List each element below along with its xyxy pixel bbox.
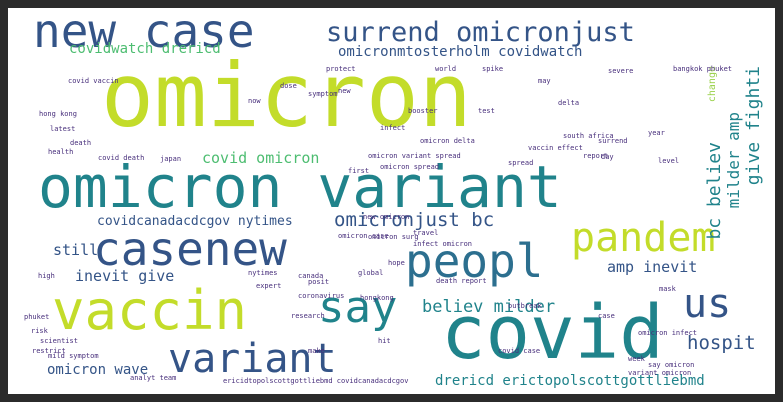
word-small: make: [308, 347, 325, 355]
word-small: phuket: [24, 313, 50, 321]
word-small: scientist: [40, 337, 78, 345]
word-small: may: [538, 77, 551, 85]
word-small: south africa: [563, 132, 614, 140]
word-small: first: [348, 167, 370, 175]
word-us: us: [683, 281, 732, 327]
word-small: booster: [408, 107, 438, 115]
word-small: omicron delta: [420, 137, 475, 145]
word-small: infect omicron: [413, 240, 473, 248]
word-covidcanadacdcgov-nytimes: covidcanadacdcgov nytimes: [97, 214, 293, 229]
word-small: high: [38, 272, 55, 280]
word-small: severe: [608, 67, 634, 75]
word-covid: covid: [441, 290, 664, 376]
word-small: dose: [280, 82, 297, 90]
word-milder-amp: milder amp: [724, 112, 743, 209]
word-small: infect: [380, 124, 406, 132]
word-small: omicron spread: [380, 163, 440, 171]
word-small: death: [70, 139, 92, 147]
word-small: spike: [482, 65, 504, 73]
word-small: vaccin effect: [528, 144, 583, 152]
word-small: coronavirus: [298, 292, 345, 300]
word-small: death report: [436, 277, 487, 285]
word-say: say: [318, 282, 398, 333]
word-amp-inevit: amp inevit: [607, 258, 698, 276]
word-small: nytimes: [248, 269, 278, 277]
word-small: year: [648, 129, 665, 137]
word-small: day: [601, 153, 614, 161]
word-small: spread: [508, 159, 534, 167]
word-small: variant omicron: [628, 369, 692, 377]
word-small: say omicron: [648, 361, 695, 369]
word-peopl: peopl: [405, 234, 544, 288]
word-omicron: omicron: [101, 44, 472, 147]
word-small: latest: [50, 125, 76, 133]
word-small: symptom: [308, 90, 338, 98]
word-small: covid vaccin: [68, 77, 119, 85]
word-still: still: [53, 241, 99, 259]
word-small: mild symptom: [48, 352, 99, 360]
word-small: analyt team: [130, 374, 177, 382]
word-small: test: [478, 107, 495, 115]
word-variant: variant: [168, 336, 337, 382]
word-surrend-omicronjust: surrend omicronjust: [326, 17, 635, 48]
word-bc-believ: bc believ: [704, 142, 725, 240]
word-omicron-wave: omicron wave: [47, 362, 149, 378]
word-small: health: [48, 148, 74, 156]
word-casenew: casenew: [93, 222, 287, 276]
word-small: case: [598, 312, 615, 320]
word-small: hongkong: [360, 294, 394, 302]
word-small: omicron surg: [368, 233, 419, 241]
word-new-case: new case: [33, 8, 255, 58]
word-small: new omicron: [363, 213, 410, 221]
word-small: ericidtopolscottgottliebmd covidcanadacd…: [223, 377, 409, 385]
word-small: outbreak: [508, 302, 542, 310]
word-small: omicron variant spread: [368, 152, 461, 160]
word-small: expert: [256, 282, 282, 290]
word-small: level: [658, 157, 680, 165]
word-omicronmtosterholm-covidwatch: omicronmtosterholm covidwatch: [338, 44, 583, 60]
word-small: report: [583, 152, 609, 160]
word-small: delta: [558, 99, 580, 107]
word-small: covid case: [498, 347, 541, 355]
word-small: world: [435, 65, 457, 73]
word-cloud: omicron omicron variant new case surrend…: [8, 8, 775, 394]
word-hospit: hospit: [687, 332, 756, 354]
word-vaccin: vaccin: [52, 279, 248, 342]
word-small: protect: [326, 65, 356, 73]
word-small: mask: [659, 285, 676, 293]
word-small: risk: [31, 327, 48, 335]
word-small: omicron infect: [638, 329, 698, 337]
word-small: global: [358, 269, 384, 277]
word-small: canada: [298, 272, 324, 280]
word-small: travel: [413, 229, 439, 237]
word-small: bangkok phuket: [673, 65, 733, 73]
word-drericd-erictopolscottgottliebmd: drericd erictopolscottgottliebmd: [435, 373, 705, 389]
word-omicron-variant: omicron variant: [38, 153, 562, 221]
word-covidwatch-drericd: covidwatch drericd: [69, 41, 221, 57]
word-small: posit: [308, 278, 330, 286]
word-small: hit: [378, 337, 391, 345]
word-small: japan: [160, 155, 182, 163]
word-small: restrict: [32, 347, 66, 355]
word-inevit-give: inevit give: [75, 267, 175, 285]
word-believ-milder: believ milder: [422, 297, 556, 317]
word-pandem: pandem: [571, 215, 716, 261]
word-small: surrend: [598, 137, 628, 145]
word-small: hope: [388, 259, 405, 267]
word-small: hong kong: [39, 110, 77, 118]
word-small: research: [291, 312, 325, 320]
word-small: omicron case: [338, 232, 389, 240]
word-covid-omicron: covid omicron: [202, 149, 320, 167]
word-small: week: [628, 355, 645, 363]
word-omicronjust-bc: omicronjust bc: [334, 209, 495, 231]
word-small: now: [248, 97, 261, 105]
word-small: new: [338, 87, 351, 95]
word-small: covid death: [98, 154, 145, 162]
word-give-fighti: give fighti: [743, 66, 764, 186]
